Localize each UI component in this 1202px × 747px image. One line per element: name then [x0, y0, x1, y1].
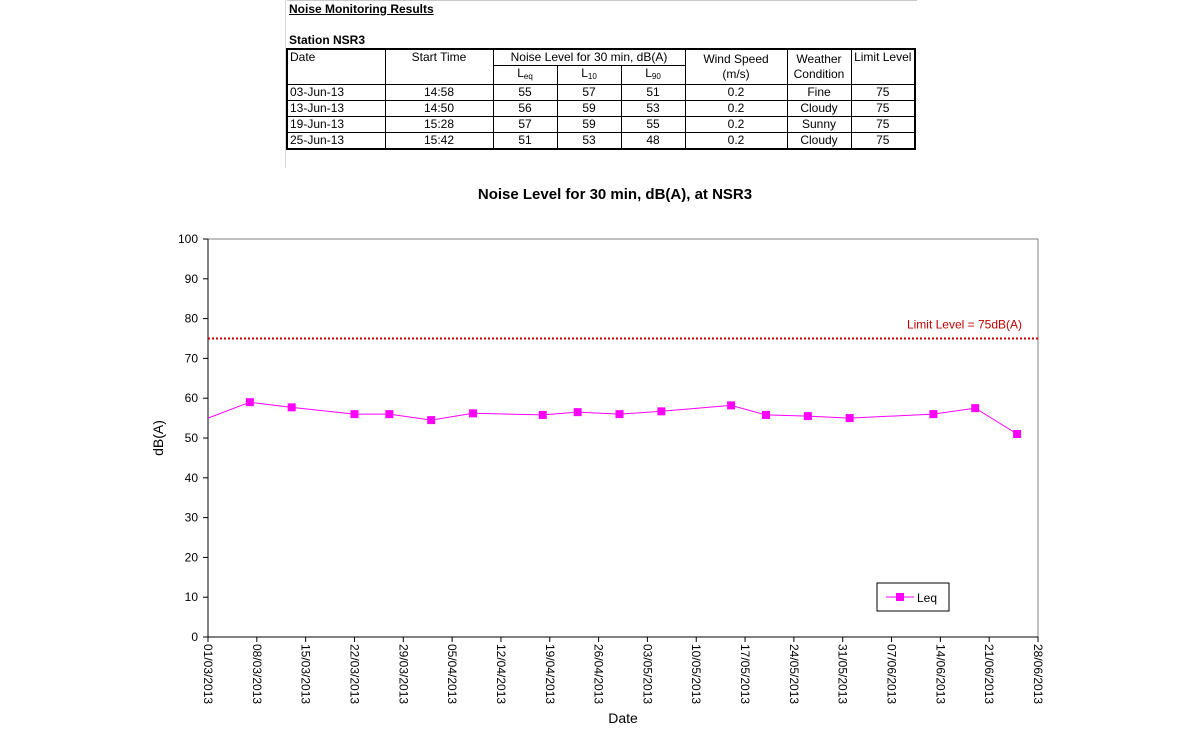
- data-point: [573, 408, 582, 417]
- table-row: 13-Jun-13 14:50 56 59 53 0.2 Cloudy 75: [286, 100, 916, 117]
- legend-marker: [896, 593, 904, 601]
- chart-title: Noise Level for 30 min, dB(A), at NSR3: [477, 186, 753, 203]
- y-axis-title: dB(A): [150, 420, 166, 456]
- legend-label: Leq: [917, 591, 937, 605]
- cell-weather: Sunny: [786, 116, 852, 133]
- cell-limit: 75: [850, 84, 916, 101]
- y-tick-label: 0: [191, 630, 198, 644]
- y-tick-label: 60: [185, 391, 199, 405]
- series-line-leq: [207, 401, 1018, 435]
- data-point: [1013, 430, 1022, 439]
- x-tick-label: 21/06/2013: [982, 644, 996, 704]
- x-tick-label: 12/04/2013: [494, 644, 508, 704]
- data-point: [350, 410, 359, 419]
- leq-letter: L: [517, 66, 524, 80]
- y-tick-label: 20: [185, 550, 199, 564]
- x-tick-label: 01/03/2013: [201, 644, 215, 704]
- col-header-leq: Leq: [492, 65, 558, 85]
- data-point: [803, 412, 812, 421]
- x-tick-label: 14/06/2013: [933, 644, 947, 704]
- y-tick-label: 70: [185, 351, 199, 365]
- cell-leq: 56: [492, 100, 558, 117]
- x-tick-label: 26/04/2013: [592, 644, 606, 704]
- limit-line-label: Limit Level = 75dB(A): [907, 318, 1022, 332]
- data-point: [971, 404, 980, 413]
- col-header-date: Date: [286, 48, 386, 85]
- y-tick-label: 10: [185, 590, 199, 604]
- x-tick-label: 07/06/2013: [885, 644, 899, 704]
- l10-letter: L: [581, 66, 588, 80]
- y-tick-label: 100: [178, 232, 198, 246]
- x-tick-label: 31/05/2013: [836, 644, 850, 704]
- x-tick-label: 05/04/2013: [445, 644, 459, 704]
- cell-date: 19-Jun-13: [286, 116, 386, 133]
- x-tick-label: 10/05/2013: [689, 644, 703, 704]
- cell-l90: 55: [620, 116, 686, 133]
- sheet-title: Noise Monitoring Results: [289, 2, 434, 16]
- cell-limit: 75: [850, 116, 916, 133]
- header-rule: [287, 0, 917, 1]
- weather-label-1: Weather: [796, 52, 842, 66]
- cell-weather: Cloudy: [786, 132, 852, 150]
- cell-date: 25-Jun-13: [286, 132, 386, 150]
- x-tick-label: 29/03/2013: [396, 644, 410, 704]
- data-point: [427, 416, 436, 425]
- col-header-start-time: Start Time: [384, 48, 494, 85]
- table-subheader-row: Leq L10 L90: [287, 65, 915, 85]
- table-row: 19-Jun-13 15:28 57 59 55 0.2 Sunny 75: [286, 116, 916, 133]
- x-tick-label: 24/05/2013: [787, 644, 801, 704]
- y-tick-label: 50: [185, 431, 199, 445]
- y-tick-label: 30: [185, 511, 199, 525]
- data-point: [245, 398, 254, 407]
- x-tick-label: 17/05/2013: [738, 644, 752, 704]
- cell-weather: Cloudy: [786, 100, 852, 117]
- l10-subscript: 10: [587, 72, 597, 81]
- cell-limit: 75: [850, 132, 916, 150]
- data-point: [385, 410, 394, 419]
- data-point: [761, 410, 770, 419]
- data-point: [727, 401, 736, 410]
- cell-l10: 53: [556, 132, 622, 150]
- wind-speed-unit: (m/s): [722, 67, 750, 81]
- data-point: [657, 407, 666, 416]
- x-tick-label: 28/06/2013: [1031, 644, 1045, 704]
- x-axis-title: Date: [608, 710, 638, 726]
- x-tick-label: 08/03/2013: [250, 644, 264, 704]
- cell-date: 13-Jun-13: [286, 100, 386, 117]
- table-row: 03-Jun-13 14:58 55 57 51 0.2 Fine 75: [286, 84, 916, 101]
- data-point: [287, 403, 296, 412]
- data-point: [615, 410, 624, 419]
- station-label: Station NSR3: [289, 33, 366, 47]
- x-tick-label: 19/04/2013: [543, 644, 557, 704]
- cell-limit: 75: [850, 100, 916, 117]
- x-tick-label: 15/03/2013: [299, 644, 313, 704]
- col-header-limit-level: Limit Level: [850, 48, 916, 85]
- l90-subscript: 90: [651, 72, 661, 81]
- y-tick-label: 90: [185, 272, 199, 286]
- noise-table: Date Start Time Noise Level for 30 min, …: [286, 48, 916, 150]
- l90-letter: L: [645, 66, 652, 80]
- leq-subscript: eq: [523, 72, 533, 81]
- y-tick-label: 40: [185, 471, 199, 485]
- x-tick-label: 22/03/2013: [347, 644, 361, 704]
- cell-start-time: 15:42: [384, 132, 494, 150]
- data-point: [929, 410, 938, 419]
- cell-date: 03-Jun-13: [286, 84, 386, 101]
- cell-wind: 0.2: [684, 116, 788, 133]
- cell-leq: 57: [492, 116, 558, 133]
- plot-area: [207, 238, 1039, 638]
- table-row: 25-Jun-13 15:42 51 53 48 0.2 Cloudy 75: [286, 132, 916, 150]
- x-tick-label: 03/05/2013: [640, 644, 654, 704]
- data-point: [469, 409, 478, 418]
- y-tick-label: 80: [185, 312, 199, 326]
- data-point: [538, 410, 547, 419]
- weather-label-2: Condition: [793, 67, 845, 81]
- cell-start-time: 15:28: [384, 116, 494, 133]
- data-point: [845, 414, 854, 423]
- sheet-left-rule: [285, 0, 286, 168]
- wind-speed-label: Wind Speed: [703, 52, 769, 66]
